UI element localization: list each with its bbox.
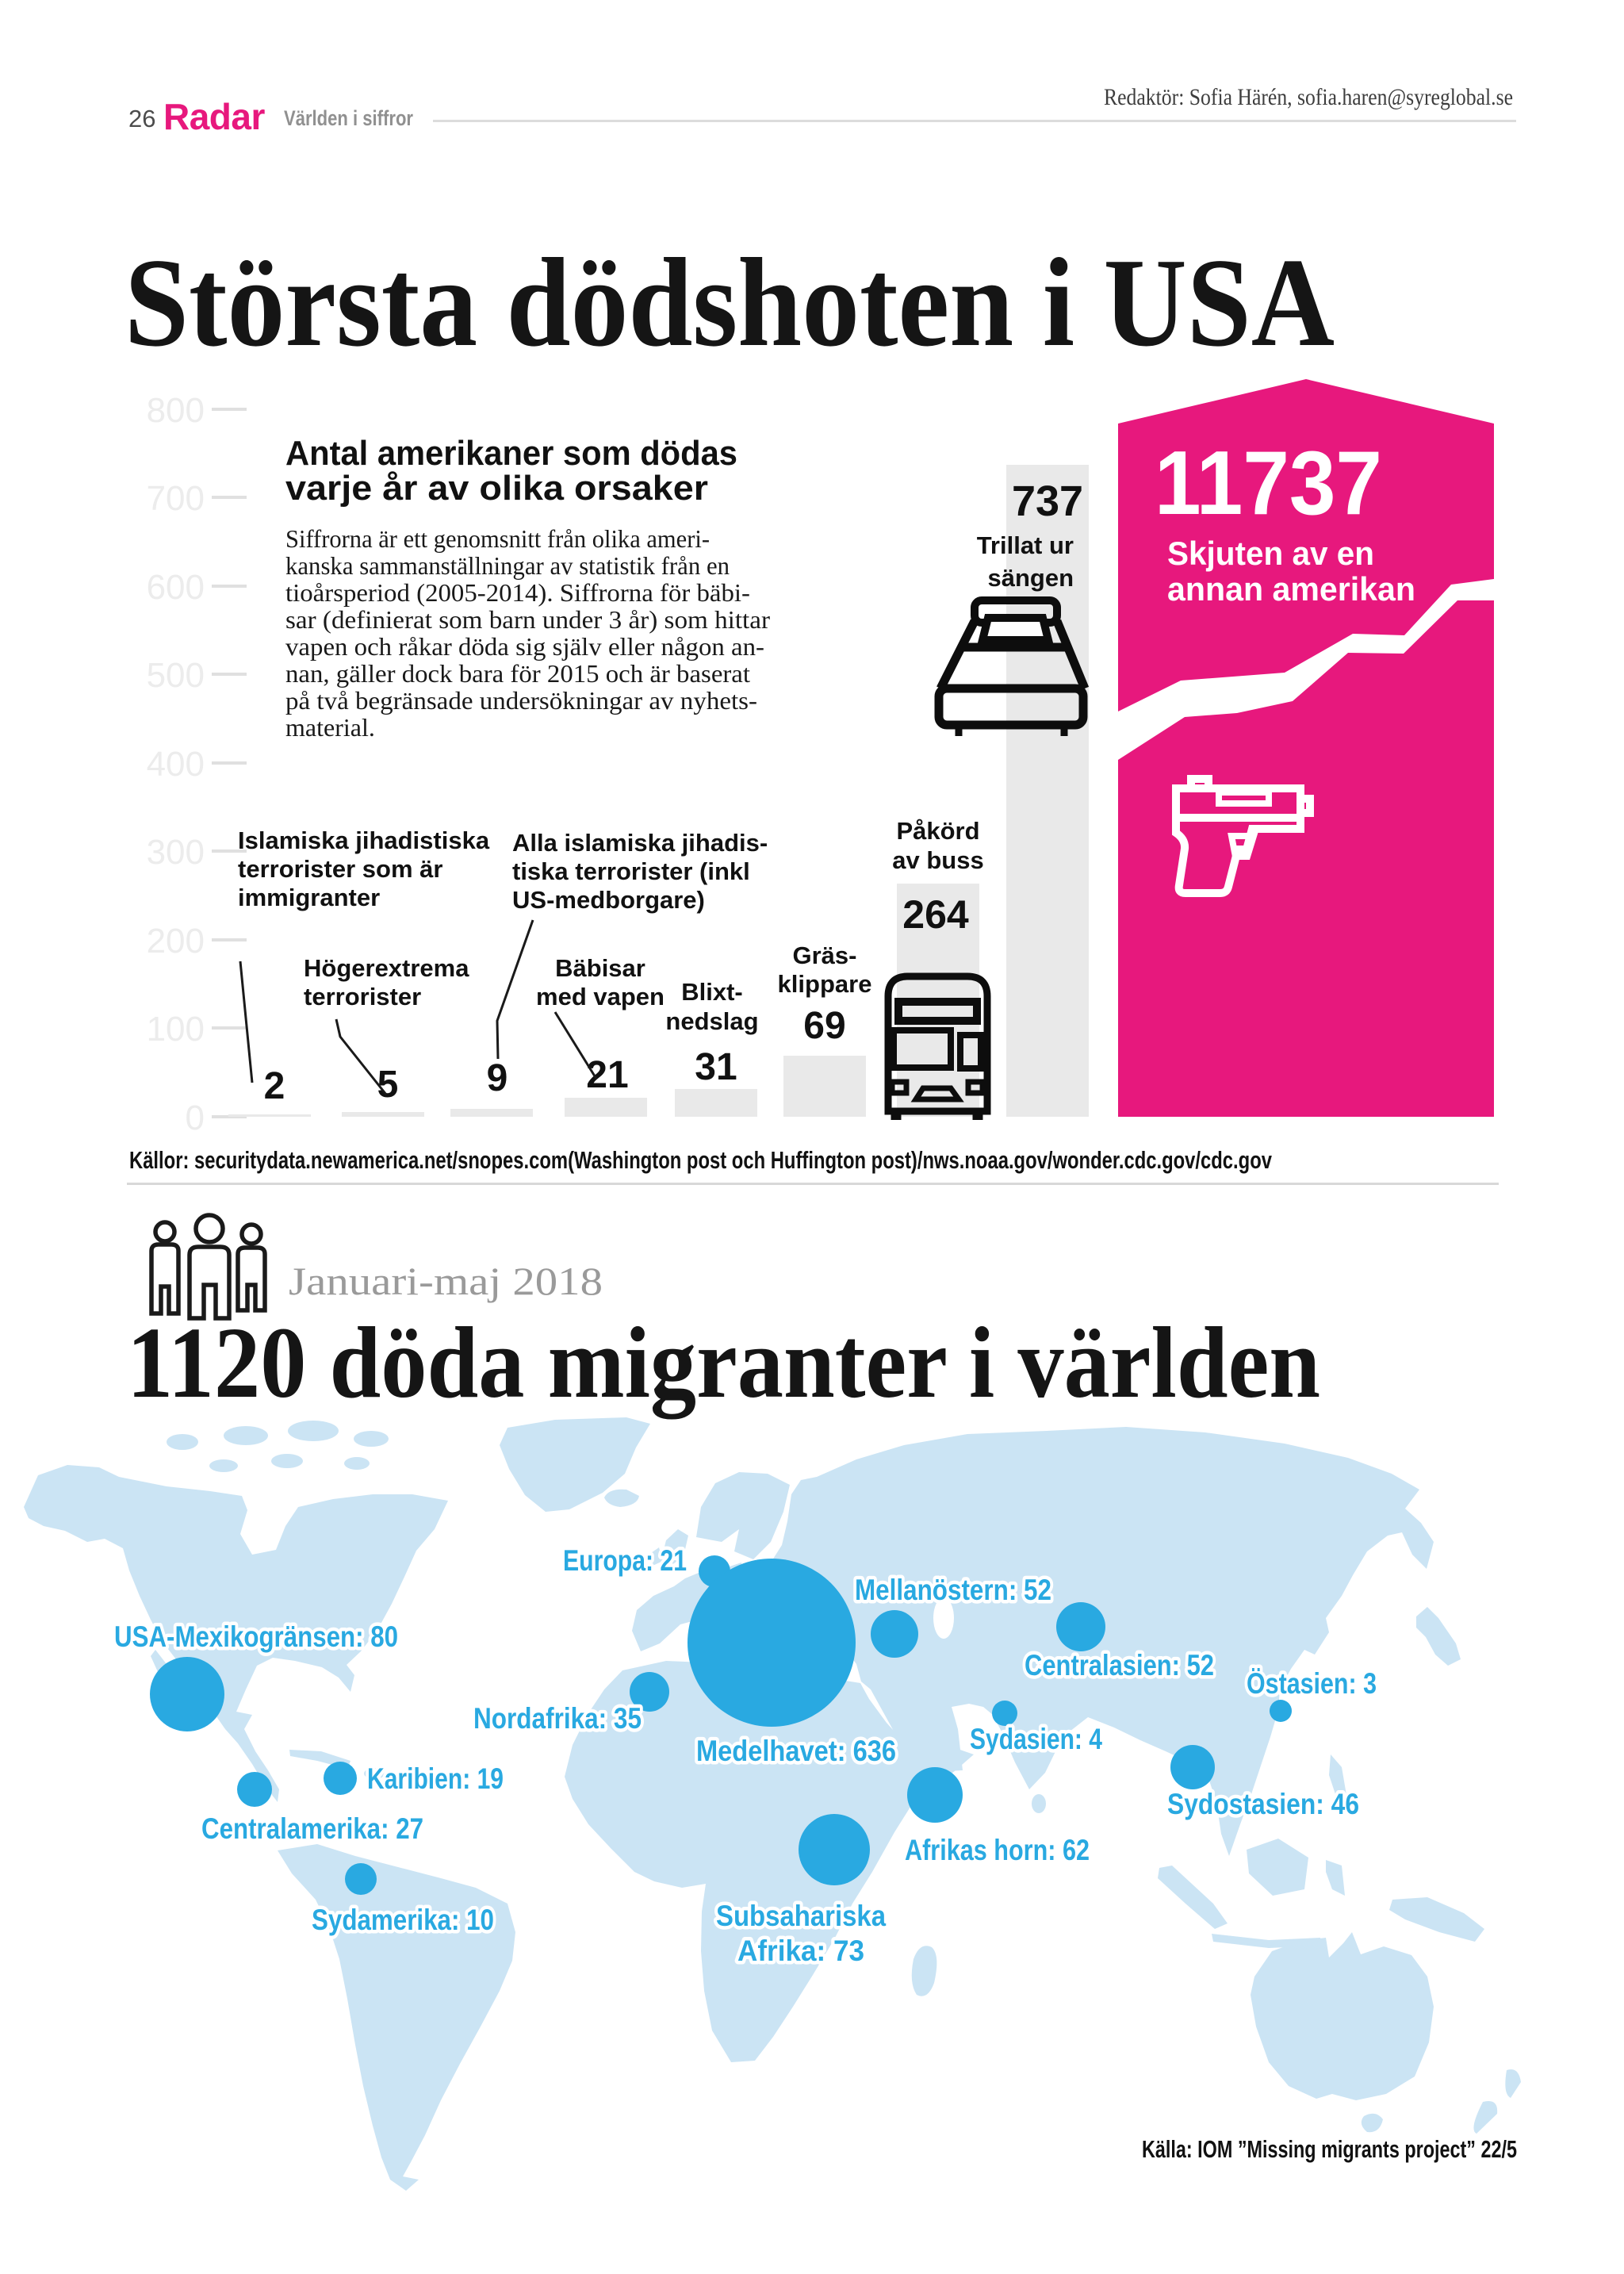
svg-text:5: 5 — [377, 1064, 399, 1106]
svg-text:500: 500 — [147, 656, 205, 695]
svg-text:Skjuten av en: Skjuten av en — [1167, 535, 1374, 572]
svg-text:Centralamerika: 27: Centralamerika: 27 — [201, 1812, 423, 1845]
svg-text:Sydostasien: 46: Sydostasien: 46 — [1167, 1788, 1359, 1820]
svg-text:Högerextrema: Högerextrema — [304, 954, 469, 982]
svg-text:Källa: IOM ”Missing migrants p: Källa: IOM ”Missing migrants project” 22… — [1142, 2135, 1517, 2163]
svg-text:USA-Mexikogränsen: 80: USA-Mexikogränsen: 80 — [114, 1620, 398, 1653]
svg-text:tiska terrorister (inkl: tiska terrorister (inkl — [512, 857, 750, 885]
svg-text:700: 700 — [147, 479, 205, 518]
svg-text:sar (definierat som barn under: sar (definierat som barn under 3 år) som… — [285, 605, 770, 634]
svg-text:Påkörd: Påkörd — [896, 817, 979, 845]
svg-text:Blixt-: Blixt- — [681, 978, 743, 1006]
svg-text:Afrika: 73: Afrika: 73 — [737, 1935, 864, 1967]
svg-text:av buss: av buss — [892, 846, 983, 874]
svg-text:Afrikas horn: 62: Afrikas horn: 62 — [905, 1834, 1090, 1866]
svg-text:Siffrorna är ett genomsnitt fr: Siffrorna är ett genomsnitt från olika a… — [285, 524, 710, 553]
svg-text:Bäbisar: Bäbisar — [555, 954, 645, 982]
svg-text:Centralasien: 52: Centralasien: 52 — [1025, 1649, 1214, 1682]
svg-text:Subsahariska: Subsahariska — [716, 1900, 886, 1932]
svg-text:9: 9 — [487, 1057, 508, 1099]
svg-text:Världen i siffror: Världen i siffror — [284, 106, 413, 130]
svg-text:21: 21 — [586, 1054, 628, 1096]
svg-text:Islamiska jihadistiska: Islamiska jihadistiska — [238, 826, 490, 854]
svg-text:varje år av olika orsaker: varje år av olika orsaker — [285, 469, 708, 508]
svg-text:Mellanöstern: 52: Mellanöstern: 52 — [855, 1574, 1051, 1606]
svg-text:annan amerikan: annan amerikan — [1167, 570, 1415, 608]
svg-text:Radar: Radar — [163, 96, 265, 137]
svg-text:på två begränsade undersökning: på två begränsade undersökningar av nyhe… — [285, 686, 757, 715]
svg-text:material.: material. — [285, 713, 375, 742]
svg-text:US-medborgare): US-medborgare) — [512, 886, 705, 914]
svg-text:Europa: 21: Europa: 21 — [563, 1544, 687, 1577]
svg-text:Karibien: 19: Karibien: 19 — [367, 1762, 504, 1795]
svg-text:Trillat ur: Trillat ur — [977, 531, 1074, 559]
svg-text:Alla islamiska jihadis-: Alla islamiska jihadis- — [512, 829, 768, 857]
svg-text:Nordafrika: 35: Nordafrika: 35 — [473, 1702, 642, 1735]
svg-text:terrorister: terrorister — [304, 983, 421, 1010]
svg-text:264: 264 — [902, 892, 969, 937]
svg-text:nan, gäller dock bara för 2015: nan, gäller dock bara för 2015 och är ba… — [285, 659, 750, 688]
svg-text:immigranter: immigranter — [238, 884, 380, 911]
svg-text:kanska sammanställningar av st: kanska sammanställningar av statistik fr… — [285, 551, 730, 580]
svg-text:2: 2 — [264, 1065, 285, 1107]
svg-text:737: 737 — [1012, 477, 1083, 525]
svg-text:31: 31 — [695, 1046, 737, 1088]
svg-text:11737: 11737 — [1155, 433, 1382, 534]
svg-text:Sydasien: 4: Sydasien: 4 — [970, 1723, 1102, 1755]
svg-text:Källor: securitydata.newameric: Källor: securitydata.newamerica.net/snop… — [129, 1146, 1273, 1174]
svg-text:600: 600 — [147, 568, 205, 607]
svg-text:100: 100 — [147, 1010, 205, 1049]
svg-text:Antal amerikaner som dödas: Antal amerikaner som dödas — [285, 434, 737, 473]
svg-text:0: 0 — [186, 1099, 205, 1137]
svg-text:26: 26 — [128, 105, 155, 132]
svg-text:800: 800 — [147, 391, 205, 430]
svg-text:69: 69 — [803, 1005, 845, 1047]
svg-text:300: 300 — [147, 833, 205, 872]
svg-text:200: 200 — [147, 922, 205, 961]
svg-text:400: 400 — [147, 745, 205, 784]
svg-text:Januari-maj 2018: Januari-maj 2018 — [289, 1259, 603, 1303]
svg-text:med vapen: med vapen — [536, 983, 665, 1010]
svg-text:tioårsperiod (2005-2014). Siff: tioårsperiod (2005-2014). Siffrorna för … — [285, 578, 750, 607]
svg-text:klippare: klippare — [778, 970, 872, 998]
svg-text:Största dödshoten i USA: Största dödshoten i USA — [124, 232, 1335, 373]
svg-text:nedslag: nedslag — [665, 1007, 758, 1035]
svg-text:Gräs-: Gräs- — [793, 941, 857, 969]
svg-text:Östasien: 3: Östasien: 3 — [1247, 1667, 1377, 1700]
svg-text:1120 döda migranter i världen: 1120 döda migranter i världen — [127, 1306, 1320, 1419]
svg-text:Medelhavet: 636: Medelhavet: 636 — [696, 1735, 896, 1767]
svg-text:Redaktör: Sofia Härén, sofia.h: Redaktör: Sofia Härén, sofia.haren@syreg… — [1104, 84, 1513, 110]
svg-text:vapen och råkar döda sig själv: vapen och råkar döda sig själv eller någ… — [285, 632, 764, 661]
svg-text:Sydamerika: 10: Sydamerika: 10 — [312, 1904, 494, 1936]
svg-text:sängen: sängen — [987, 564, 1074, 592]
svg-text:terrorister som är: terrorister som är — [238, 855, 442, 883]
